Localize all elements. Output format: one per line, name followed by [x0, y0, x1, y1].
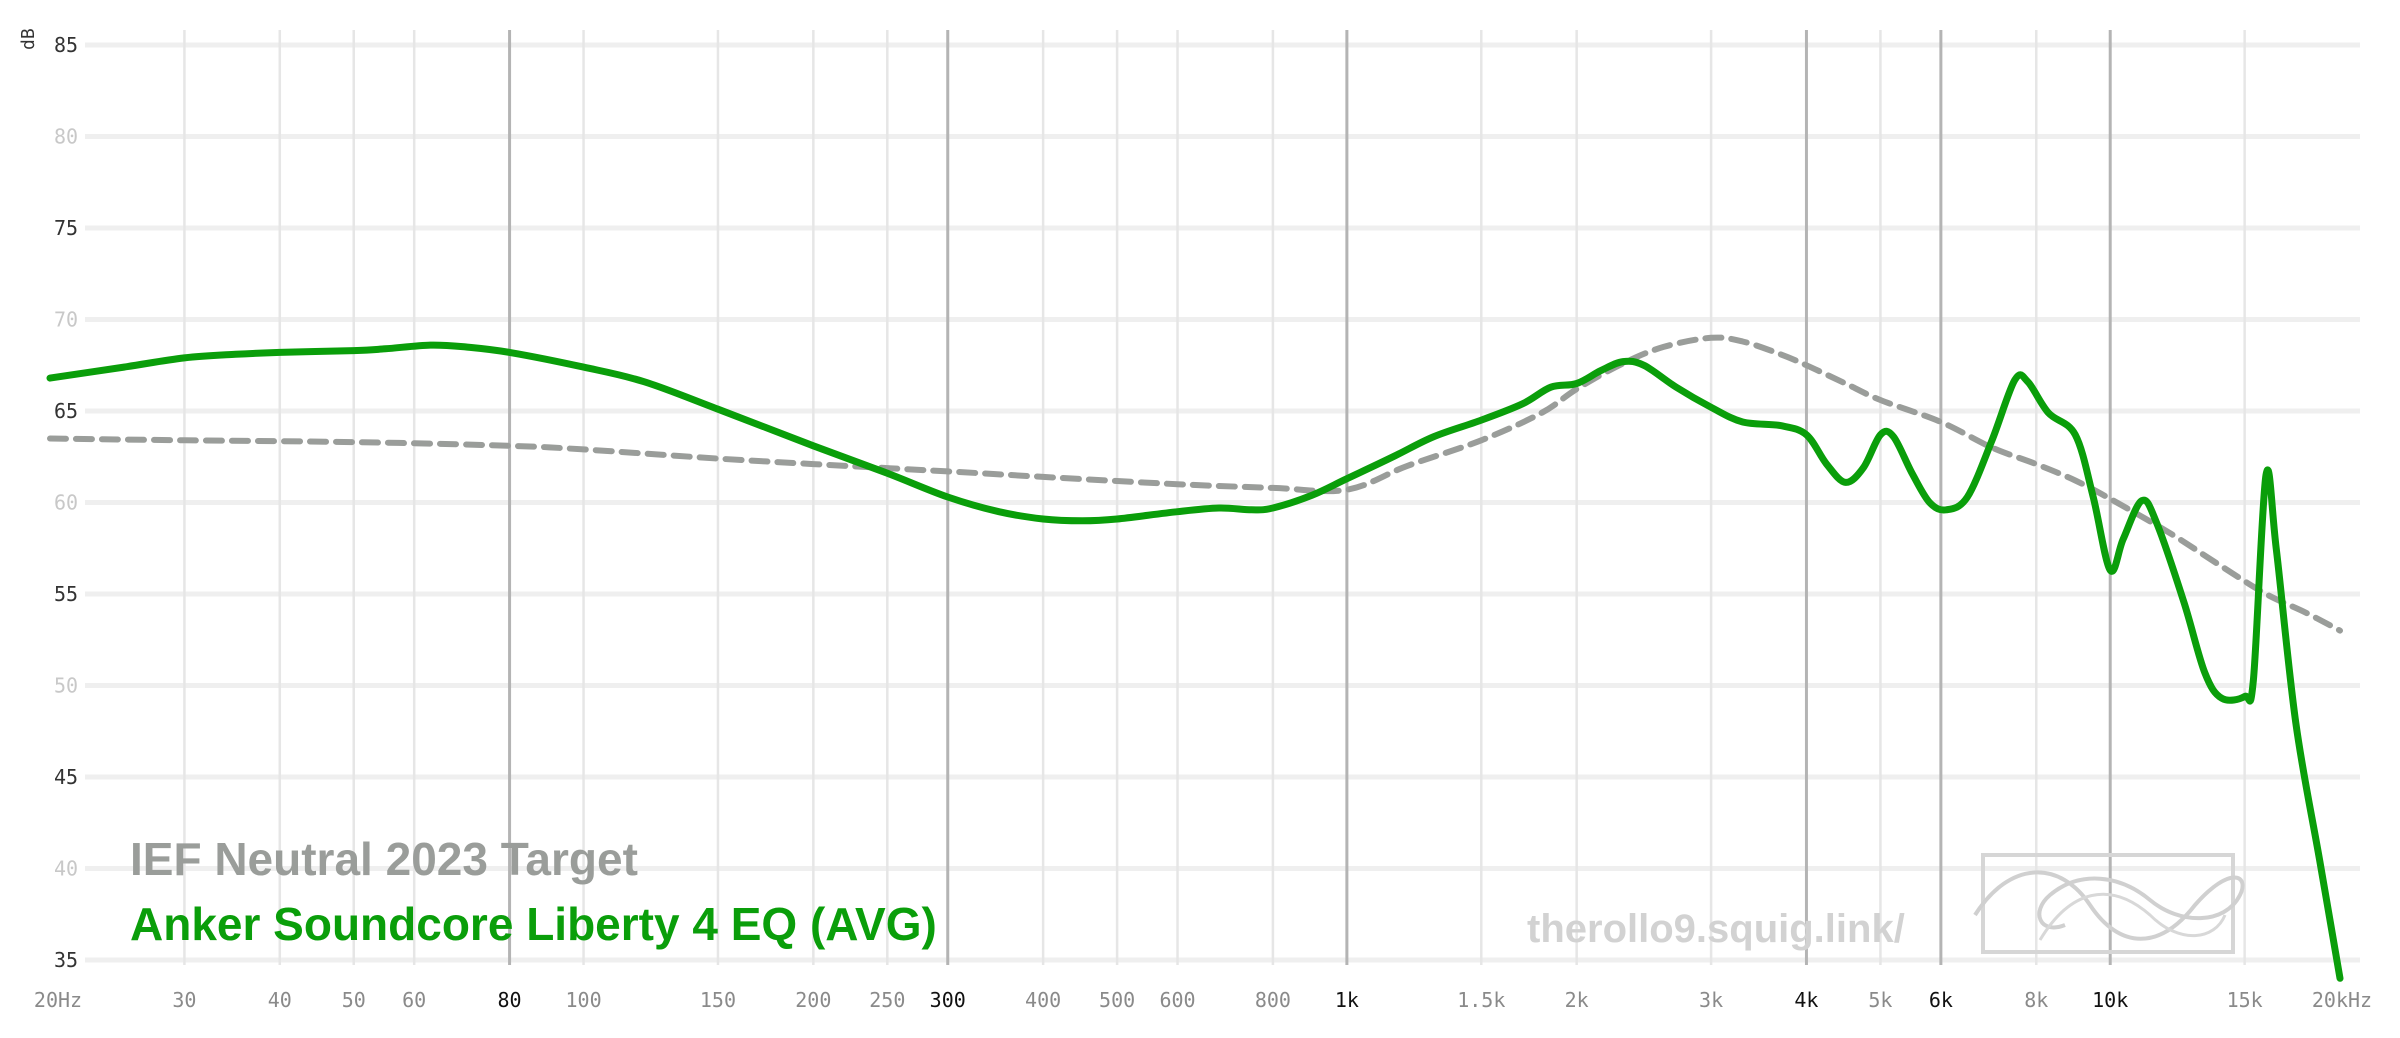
y-axis-unit-label: dB: [18, 28, 39, 50]
x-tick-label: 200: [795, 988, 831, 1012]
x-tick-label: 1.5k: [1457, 988, 1505, 1012]
x-tick-label: 5k: [1868, 988, 1892, 1012]
legend-entry-target: IEF Neutral 2023 Target: [130, 833, 638, 885]
vertical-grid: [183, 30, 2246, 965]
x-tick-label: 30: [172, 988, 196, 1012]
series-line-target: [47, 334, 2343, 634]
x-tick-label: 50: [342, 988, 366, 1012]
y-tick-label: 40: [54, 857, 78, 881]
y-tick-label: 85: [54, 33, 78, 57]
x-tick-label: 2k: [1565, 988, 1589, 1012]
x-tick-label: 40: [268, 988, 292, 1012]
x-tick-label: 3k: [1699, 988, 1723, 1012]
horizontal-grid: [85, 42, 2360, 963]
y-tick-label: 75: [54, 216, 78, 240]
legend: IEF Neutral 2023 Target Anker Soundcore …: [130, 833, 937, 950]
x-tick-label: 60: [402, 988, 426, 1012]
series-line-anker: [46, 341, 2344, 982]
x-tick-label: 250: [869, 988, 905, 1012]
x-tick-label: 80: [498, 988, 522, 1012]
x-tick-label: 6k: [1929, 988, 1953, 1012]
x-tick-label: 10k: [2092, 988, 2128, 1012]
watermark: therollo9.squig.link/: [1527, 853, 2245, 954]
y-tick-label: 60: [54, 491, 78, 515]
y-tick-label: 45: [54, 765, 78, 789]
x-axis-tick-labels: 20Hz 30 40 50 60 80 100 150 200 250 300 400 500 600 80…: [34, 988, 2372, 1012]
x-tick-label: 8k: [2024, 988, 2048, 1012]
y-tick-label: 50: [54, 674, 78, 698]
y-tick-label: 65: [54, 399, 78, 423]
x-tick-label: 500: [1099, 988, 1135, 1012]
x-tick-label: 600: [1159, 988, 1195, 1012]
y-tick-label: 70: [54, 308, 78, 332]
x-tick-label: 400: [1025, 988, 1061, 1012]
x-tick-label: 300: [930, 988, 966, 1012]
x-tick-label: 150: [700, 988, 736, 1012]
y-tick-label: 80: [54, 125, 78, 149]
watermark-text: therollo9.squig.link/: [1527, 907, 1905, 951]
y-axis-tick-labels: 85 80 75 70 65 60 55 50 45 40 35: [54, 33, 78, 972]
series-lines: [46, 334, 2344, 982]
x-tick-label: 100: [565, 988, 601, 1012]
x-tick-label: 4k: [1794, 988, 1818, 1012]
x-tick-label: 15k: [2227, 988, 2263, 1012]
squiglink-logo-icon: [1973, 853, 2245, 954]
x-tick-label: 20kHz: [2312, 988, 2372, 1012]
legend-entry-anker: Anker Soundcore Liberty 4 EQ (AVG): [130, 898, 937, 950]
x-tick-label: 20Hz: [34, 988, 82, 1012]
x-tick-label: 800: [1255, 988, 1291, 1012]
y-tick-label: 35: [54, 948, 78, 972]
y-tick-label: 55: [54, 582, 78, 606]
x-tick-label: 1k: [1335, 988, 1359, 1012]
